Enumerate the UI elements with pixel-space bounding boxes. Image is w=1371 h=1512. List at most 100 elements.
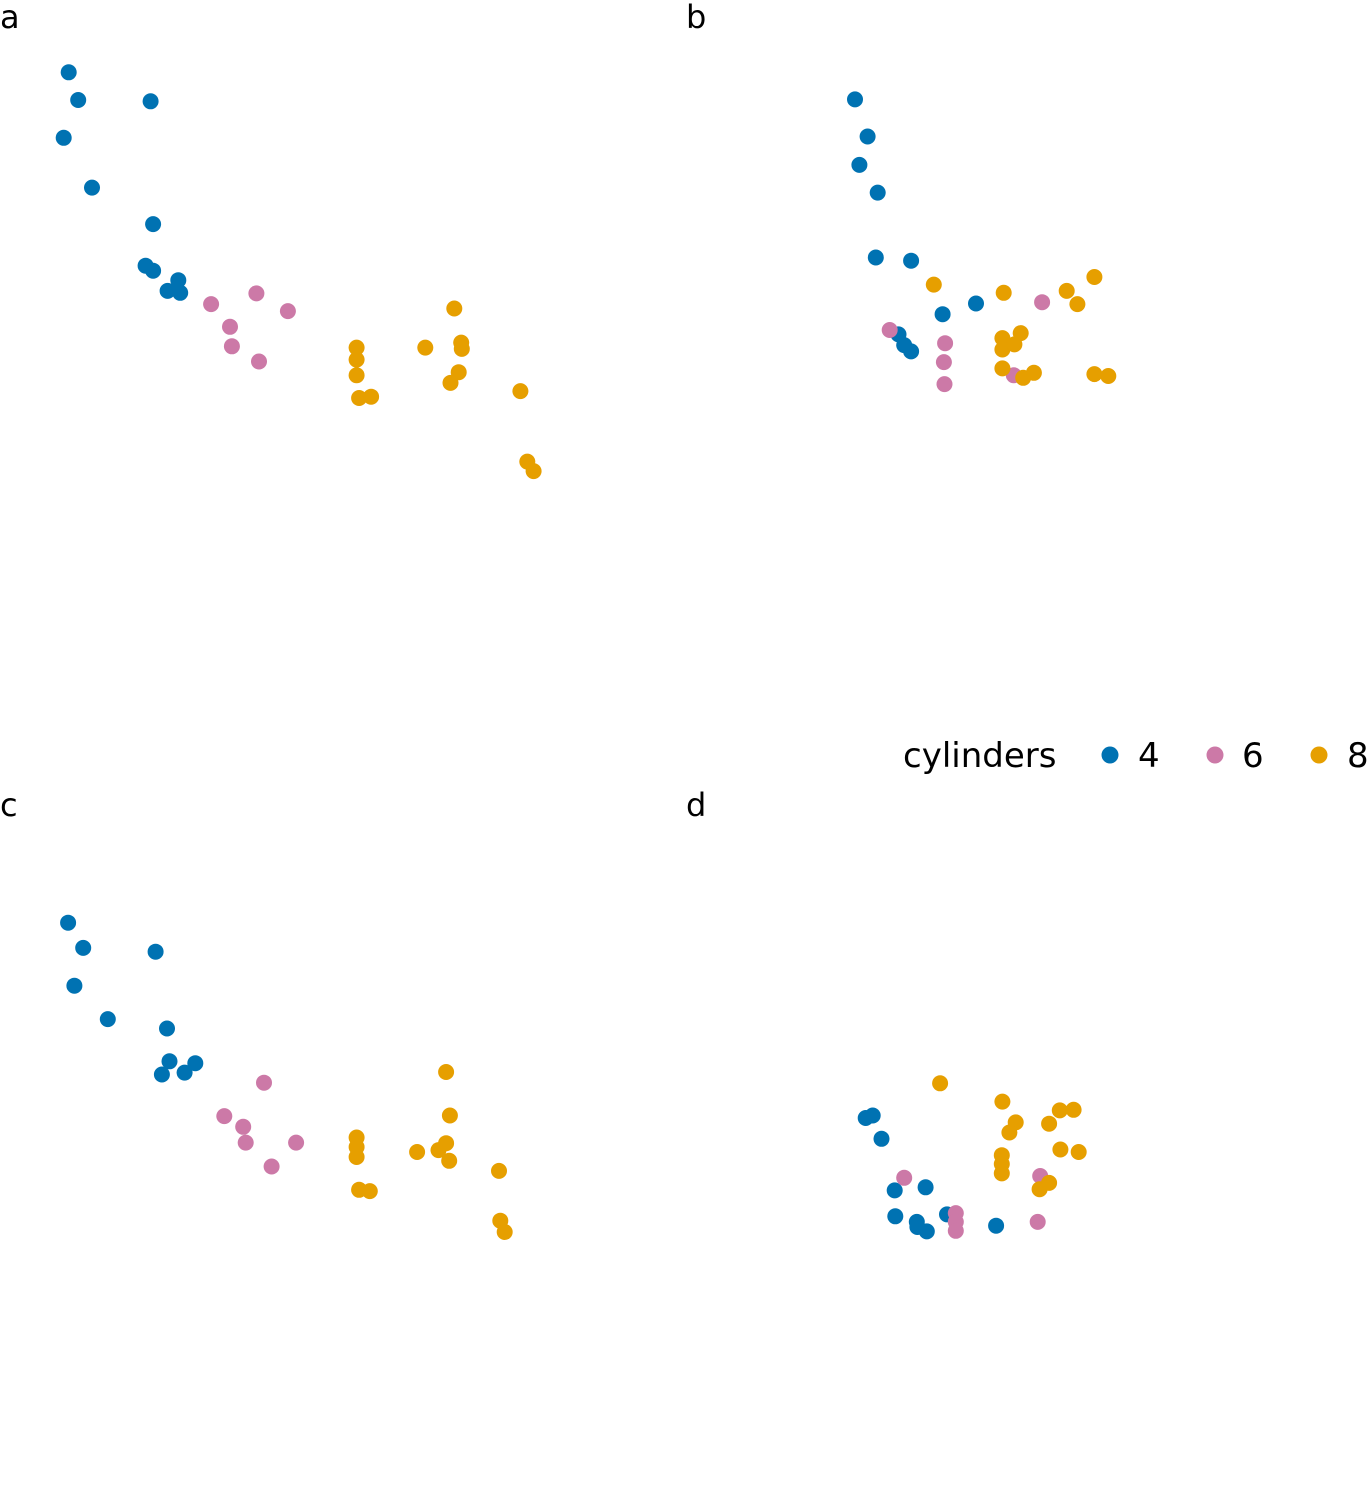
point-b-cyl4-6 xyxy=(934,306,951,323)
point-b-cyl8-1 xyxy=(995,284,1012,301)
point-c-cyl8-13 xyxy=(496,1224,513,1240)
panel-tag-b: b xyxy=(686,0,706,36)
point-a-cyl4-7 xyxy=(145,262,162,279)
point-a-cyl6-2 xyxy=(279,303,296,320)
point-a-cyl6-0 xyxy=(203,296,220,313)
point-b-cyl4-7 xyxy=(968,295,984,312)
point-c-cyl8-0 xyxy=(438,1064,455,1080)
point-b-cyl8-13 xyxy=(1100,368,1117,384)
point-a-cyl8-2 xyxy=(348,351,365,368)
legend-label-4: 4 xyxy=(1138,736,1160,776)
point-c-cyl6-2 xyxy=(235,1118,252,1135)
point-c-cyl4-7 xyxy=(153,1066,170,1083)
point-d-cyl8-8 xyxy=(1051,1102,1068,1119)
point-c-cyl4-6 xyxy=(161,1053,178,1070)
point-b-cyl8-0 xyxy=(925,276,942,293)
point-b-cyl4-4 xyxy=(867,249,884,266)
point-a-cyl4-8 xyxy=(159,282,176,299)
point-c-cyl6-4 xyxy=(288,1134,305,1151)
point-a-cyl8-0 xyxy=(446,300,463,317)
legend: cylinders 4 6 8 xyxy=(903,736,1369,776)
point-a-cyl8-6 xyxy=(417,339,434,356)
point-d-cyl8-3 xyxy=(1001,1124,1018,1141)
point-a-cyl6-3 xyxy=(222,318,238,335)
point-d-cyl4-7 xyxy=(918,1223,935,1240)
point-b-cyl4-10 xyxy=(903,343,920,360)
point-c-cyl4-0 xyxy=(60,914,77,931)
point-a-cyl6-1 xyxy=(248,285,265,302)
point-c-cyl6-5 xyxy=(263,1158,280,1175)
point-d-cyl4-5 xyxy=(887,1208,904,1225)
point-d-cyl8-10 xyxy=(1052,1141,1069,1158)
legend-label-6: 6 xyxy=(1242,736,1264,776)
point-d-cyl4-10 xyxy=(988,1217,1005,1234)
point-b-cyl8-6 xyxy=(994,360,1011,377)
legend-key-4 xyxy=(1101,746,1119,764)
point-c-cyl8-9 xyxy=(438,1135,455,1152)
point-d-cyl4-4 xyxy=(917,1179,934,1196)
panel-tag-a: a xyxy=(0,0,20,36)
point-b-cyl6-1 xyxy=(937,335,954,352)
scatter-panel-c: c xyxy=(0,786,513,1240)
point-c-cyl4-5 xyxy=(159,1020,175,1037)
point-c-cyl6-1 xyxy=(216,1108,233,1125)
point-c-cyl4-4 xyxy=(147,943,164,960)
point-a-cyl8-4 xyxy=(351,390,368,406)
legend-title: cylinders xyxy=(903,736,1056,776)
point-c-cyl6-0 xyxy=(256,1074,272,1091)
point-b-cyl8-2 xyxy=(994,330,1011,347)
point-d-cyl6-0 xyxy=(896,1169,913,1186)
point-a-cyl6-5 xyxy=(251,353,267,370)
point-b-cyl4-1 xyxy=(859,128,876,145)
point-d-cyl4-8 xyxy=(908,1213,925,1230)
point-a-cyl4-9 xyxy=(170,272,187,289)
point-b-cyl8-10 xyxy=(1069,296,1086,313)
point-a-cyl8-11 xyxy=(512,383,529,400)
point-a-cyl4-1 xyxy=(70,92,87,108)
panel-tag-c: c xyxy=(0,786,18,824)
point-c-cyl8-7 xyxy=(409,1144,426,1160)
point-a-cyl8-13 xyxy=(525,463,542,480)
point-b-cyl4-2 xyxy=(851,156,868,173)
point-b-cyl6-0 xyxy=(881,322,898,338)
point-d-cyl8-13 xyxy=(1041,1174,1058,1191)
point-c-cyl8-11 xyxy=(491,1162,507,1179)
point-a-cyl8-1 xyxy=(348,339,365,356)
point-d-cyl8-6 xyxy=(993,1165,1010,1182)
point-a-cyl8-10 xyxy=(442,374,459,391)
point-a-cyl8-8 xyxy=(453,340,470,357)
point-b-cyl8-3 xyxy=(994,341,1011,358)
point-d-cyl8-0 xyxy=(932,1075,949,1092)
point-a-cyl4-4 xyxy=(142,93,159,110)
point-d-cyl8-9 xyxy=(1065,1101,1082,1118)
point-b-cyl6-5 xyxy=(1034,294,1051,311)
point-d-cyl8-11 xyxy=(1070,1144,1087,1160)
point-c-cyl4-1 xyxy=(75,939,92,956)
point-c-cyl4-9 xyxy=(187,1055,204,1072)
legend-label-8: 8 xyxy=(1347,736,1369,776)
point-a-cyl8-5 xyxy=(363,388,380,405)
scatter-panel-b: b xyxy=(686,0,1117,393)
point-a-cyl4-5 xyxy=(145,216,162,233)
panel-tag-d: d xyxy=(686,786,706,824)
point-d-cyl4-2 xyxy=(873,1130,890,1147)
point-b-cyl4-5 xyxy=(903,252,920,269)
point-a-cyl8-3 xyxy=(348,367,365,384)
point-c-cyl8-10 xyxy=(441,1152,458,1169)
point-a-cyl4-2 xyxy=(55,129,72,146)
point-a-cyl4-3 xyxy=(84,179,100,196)
point-c-cyl4-3 xyxy=(99,1011,116,1028)
legend-key-8 xyxy=(1310,746,1328,764)
point-c-cyl8-1 xyxy=(441,1107,458,1124)
point-a-cyl6-4 xyxy=(223,338,240,355)
point-b-cyl8-11 xyxy=(1086,269,1103,285)
point-d-cyl8-7 xyxy=(1041,1115,1058,1132)
point-d-cyl8-1 xyxy=(994,1093,1011,1110)
point-b-cyl8-8 xyxy=(1025,364,1042,381)
point-b-cyl4-3 xyxy=(869,184,886,201)
point-b-cyl4-0 xyxy=(847,91,863,108)
point-c-cyl4-2 xyxy=(66,977,83,994)
point-c-cyl8-4 xyxy=(348,1149,365,1165)
point-d-cyl6-5 xyxy=(1029,1213,1046,1230)
